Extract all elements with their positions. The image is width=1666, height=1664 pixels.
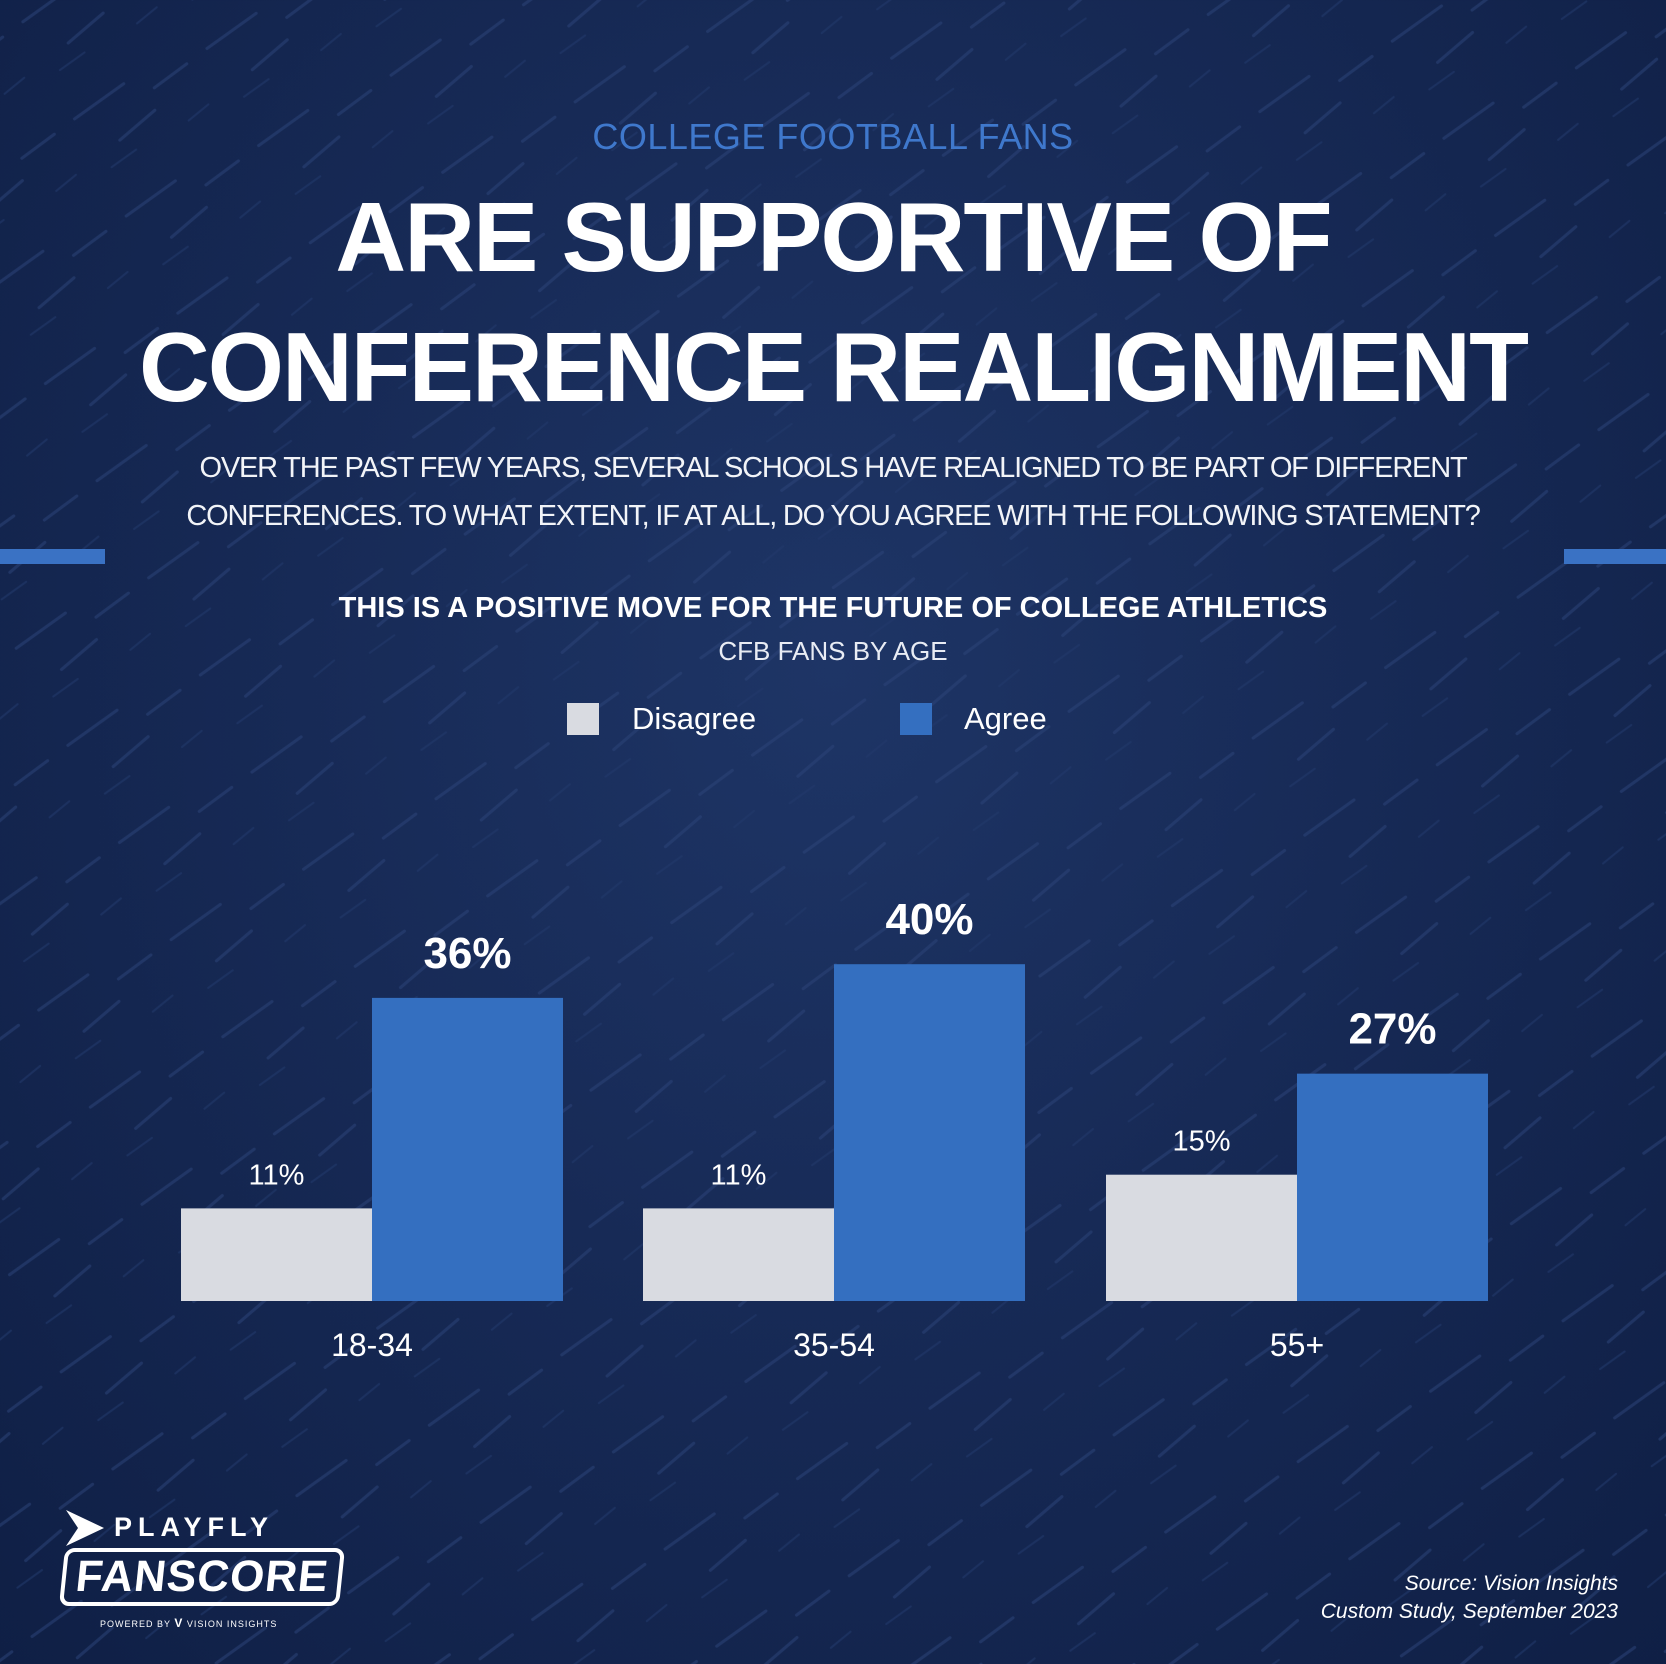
logo-powered-by: POWERED BY V VISION INSIGHTS (100, 1616, 277, 1630)
data-label-disagree-35-54: 11% (711, 1159, 767, 1191)
playfly-arrow-icon (66, 1510, 104, 1546)
logo-powered-by-label: POWERED BY (100, 1619, 171, 1629)
divider-left (0, 549, 105, 564)
data-label-agree-55+: 27% (1348, 1005, 1436, 1054)
data-label-agree-18-34: 36% (423, 929, 511, 978)
data-label-disagree-55+: 15% (1172, 1126, 1230, 1158)
kicker-title: COLLEGE FOOTBALL FANS (592, 116, 1074, 157)
category-label-35-54: 35-54 (793, 1327, 875, 1363)
source-line-2: Custom Study, September 2023 (1320, 1600, 1618, 1623)
headline-line-1: ARE SUPPORTIVE OF (335, 182, 1332, 292)
chart-title: THIS IS A POSITIVE MOVE FOR THE FUTURE O… (338, 592, 1328, 624)
bar-disagree-18-34 (181, 1208, 372, 1301)
legend-label-agree: Agree (964, 701, 1047, 736)
legend-swatch-agree (900, 703, 932, 735)
bar-agree-18-34 (372, 997, 563, 1301)
data-label-agree-35-54: 40% (885, 895, 973, 944)
chart-subtitle: CFB FANS BY AGE (718, 636, 948, 666)
logo-partner-label: VISION INSIGHTS (186, 1619, 278, 1629)
survey-question-line-1: OVER THE PAST FEW YEARS, SEVERAL SCHOOLS… (199, 452, 1468, 484)
legend-swatch-disagree (567, 703, 599, 735)
vision-insights-icon: V (174, 1616, 184, 1630)
logo-product-text: FANSCORE (58, 1548, 346, 1607)
data-label-disagree-18-34: 11% (249, 1159, 305, 1191)
legend-label-disagree: Disagree (632, 701, 757, 736)
bar-disagree-55+ (1106, 1174, 1297, 1301)
headline-line-2: CONFERENCE REALIGNMENT (139, 312, 1529, 422)
logo-brand-text: PLAYFLY (114, 1512, 275, 1542)
bar-agree-55+ (1297, 1073, 1488, 1301)
category-label-18-34: 18-34 (331, 1327, 413, 1363)
survey-question-line-2: CONFERENCES. TO WHAT EXTENT, IF AT ALL, … (186, 500, 1480, 532)
bar-disagree-35-54 (643, 1208, 834, 1301)
category-label-55+: 55+ (1270, 1327, 1324, 1363)
divider-right (1564, 549, 1666, 564)
bar-agree-35-54 (834, 964, 1025, 1301)
source-line-1: Source: Vision Insights (1404, 1572, 1618, 1595)
